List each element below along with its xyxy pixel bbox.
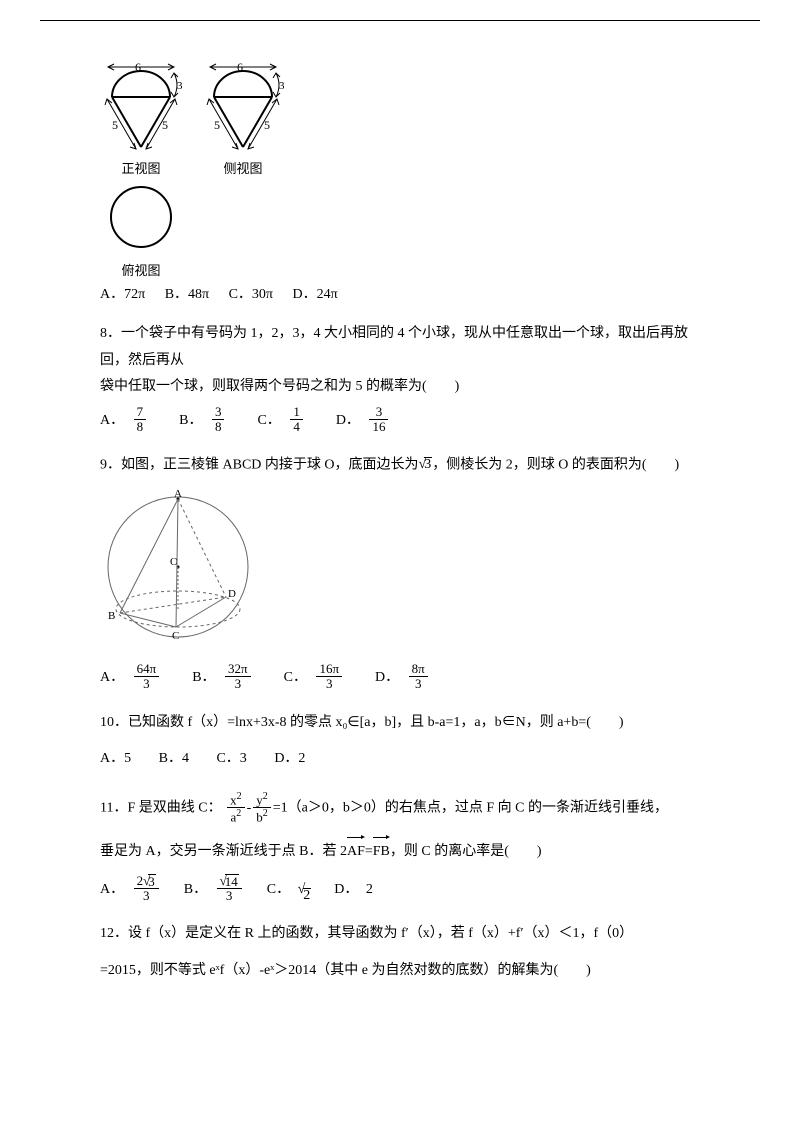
top-view: 俯视图	[100, 181, 182, 279]
question-11: 11．F 是双曲线 C： x2 a2 - y2 b2 =1（a＞0，b＞0）的右…	[100, 791, 700, 903]
q8-text1: 8．一个袋子中有号码为 1，2，3，4 大小相同的 4 个小球，现从中任意取出一…	[100, 321, 700, 374]
q8-text2: 袋中任取一个球，则取得两个号码之和为 5 的概率为( )	[100, 374, 700, 401]
q8-label-b: B．	[179, 408, 202, 435]
q10-opt-c: C．3	[216, 746, 246, 773]
front-view-caption: 正视图	[100, 158, 182, 177]
svg-text:5: 5	[162, 118, 168, 132]
top-view-svg	[105, 181, 177, 253]
q11-label-a: A．	[100, 877, 124, 904]
svg-text:3: 3	[177, 80, 182, 92]
question-8: 8．一个袋子中有号码为 1，2，3，4 大小相同的 4 个小球，现从中任意取出一…	[100, 321, 700, 434]
q9-frac-d: 8π3	[409, 662, 428, 692]
question-12: 12．设 f（x）是定义在 R 上的函数，其导函数为 f′（x），若 f（x）+…	[100, 921, 700, 984]
q12-text2: =2015，则不等式 eˣf（x）-eˣ＞2014（其中 e 为自然对数的底数）…	[100, 958, 700, 985]
q11-sqrt-c: √2	[298, 877, 312, 904]
q12-text1: 12．设 f（x）是定义在 R 上的函数，其导函数为 f′（x），若 f（x）+…	[100, 921, 700, 948]
q10-opt-d: D．2	[274, 746, 305, 773]
front-view-svg: 6 3 5	[100, 61, 182, 151]
q9-label-d: D．	[375, 665, 399, 692]
q9-frac-c: 16π3	[316, 662, 342, 692]
svg-text:5: 5	[214, 118, 220, 132]
q11-line1: 11．F 是双曲线 C： x2 a2 - y2 b2 =1（a＞0，b＞0）的右…	[100, 791, 700, 825]
question-10: 10．已知函数 f（x）=lnx+3x-8 的零点 x₀∈[a，b]，且 b-a…	[100, 710, 700, 773]
q11-frac-b: √14 3	[217, 874, 242, 904]
q9-label-a: A．	[100, 665, 124, 692]
side-view-caption: 侧视图	[202, 158, 284, 177]
q11-line2: 垂足为 A，交另一条渐近线于点 B．若 2AF=FB，则 C 的离心率是( )	[100, 837, 700, 866]
q9-frac-a: 64π3	[134, 662, 160, 692]
q9-line1: 9．如图，正三棱锥 ABCD 内接于球 O，底面边长为√3，侧棱长为 2，则球 …	[100, 452, 700, 479]
side-view: 6 3 5 5 侧视	[202, 61, 284, 177]
svg-text:D: D	[228, 588, 236, 600]
svg-text:5: 5	[112, 118, 118, 132]
q8-label-c: C．	[257, 408, 280, 435]
q11-text1a: 11．F 是双曲线 C：	[100, 800, 222, 815]
front-view: 6 3 5	[100, 61, 182, 177]
svg-text:3: 3	[279, 80, 284, 92]
q7-opt-c: C．30π	[229, 283, 273, 303]
q10-options: A．5 B．4 C．3 D．2	[100, 746, 700, 773]
q8-frac-c: 14	[290, 405, 303, 435]
q9-diagram: A B C D O	[100, 487, 700, 658]
top-view-caption: 俯视图	[100, 260, 182, 279]
svg-text:5: 5	[264, 118, 270, 132]
q9-frac-b: 32π3	[225, 662, 251, 692]
q11-label-b: B．	[184, 877, 207, 904]
q7-opt-b: B．48π	[165, 283, 209, 303]
side-view-svg: 6 3 5 5	[202, 61, 284, 151]
q10-opt-a: A．5	[100, 746, 131, 773]
q8-label-a: A．	[100, 408, 124, 435]
q9-text1a: 9．如图，正三棱锥 ABCD 内接于球 O，底面边长为	[100, 458, 419, 473]
q10-opt-b: B．4	[159, 746, 189, 773]
svg-text:B: B	[108, 610, 115, 622]
q8-frac-b: 38	[212, 405, 225, 435]
q11-text2b: ，则 C 的离心率是( )	[390, 844, 542, 859]
q9-text1b: ，侧棱长为 2，则球 O 的表面积为( )	[432, 458, 679, 473]
q7-opt-d: D．24π	[293, 283, 338, 303]
q11-vec-af: AF	[347, 837, 365, 866]
q11-label-c: C．	[267, 877, 290, 904]
q11-options: A． 2√3 3 B． √14 3 C． √2 D． 2	[100, 874, 700, 904]
three-view-diagrams: 6 3 5	[100, 61, 700, 279]
q7-opt-a: A．72π	[100, 283, 145, 303]
q11-opt-d-val: 2	[366, 877, 373, 904]
q9-label-c: C．	[284, 665, 307, 692]
q11-label-d: D．	[334, 877, 358, 904]
q8-options: A． 78 B． 38 C． 14 D． 316	[100, 405, 700, 435]
q11-frac-a: 2√3 3	[134, 874, 159, 904]
q11-eq1: =1（a＞0，b＞0）的右焦点，过点 F 向 C 的一条渐近线引垂线，	[273, 800, 668, 815]
q11-hyperbola-frac: x2 a2	[227, 791, 245, 825]
q10-text: 10．已知函数 f（x）=lnx+3x-8 的零点 x₀∈[a，b]，且 b-a…	[100, 710, 700, 737]
q11-hyperbola-frac2: y2 b2	[253, 791, 271, 825]
q9-label-b: B．	[192, 665, 215, 692]
q8-frac-a: 78	[134, 405, 147, 435]
q9-options: A． 64π3 B． 32π3 C． 16π3 D． 8π3	[100, 662, 700, 692]
q8-label-d: D．	[336, 408, 360, 435]
question-9: 9．如图，正三棱锥 ABCD 内接于球 O，底面边长为√3，侧棱长为 2，则球 …	[100, 452, 700, 691]
svg-text:C: C	[172, 630, 179, 642]
q8-frac-d: 316	[369, 405, 388, 435]
q9-sqrt: √3	[419, 452, 433, 479]
q11-vec-fb: FB	[373, 837, 390, 866]
q11-text2a: 垂足为 A，交另一条渐近线于点 B．若 2	[100, 844, 347, 859]
q7-options: A．72π B．48π C．30π D．24π	[100, 283, 700, 303]
